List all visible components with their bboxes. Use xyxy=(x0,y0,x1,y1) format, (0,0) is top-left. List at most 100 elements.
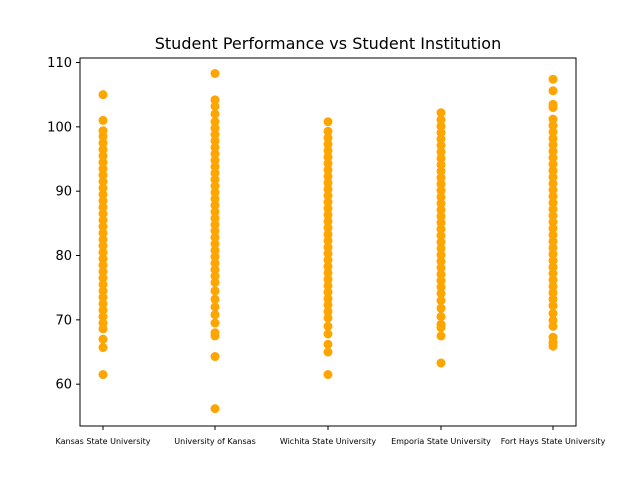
data-point xyxy=(98,292,108,302)
data-point xyxy=(323,146,333,156)
data-point xyxy=(548,236,558,246)
data-point xyxy=(98,324,108,334)
data-point xyxy=(210,310,220,320)
data-point xyxy=(210,117,220,127)
data-point xyxy=(436,256,446,266)
data-point xyxy=(98,189,108,199)
data-point xyxy=(436,179,446,189)
data-point xyxy=(98,131,108,141)
data-point xyxy=(436,115,446,125)
data-point xyxy=(436,303,446,313)
data-point xyxy=(98,144,108,154)
y-tick-label: 60 xyxy=(55,378,72,393)
data-point xyxy=(323,347,333,357)
data-point xyxy=(436,323,446,333)
data-point xyxy=(98,343,108,353)
data-point xyxy=(98,241,108,251)
data-point xyxy=(548,321,558,331)
data-point xyxy=(323,339,333,349)
data-point xyxy=(323,216,333,226)
data-point xyxy=(548,288,558,298)
data-point xyxy=(436,141,446,150)
data-point xyxy=(98,370,108,380)
data-point xyxy=(436,358,446,368)
data-point xyxy=(210,130,220,140)
data-point xyxy=(98,334,108,344)
data-point xyxy=(210,286,220,296)
data-point xyxy=(98,260,108,270)
data-point xyxy=(548,275,558,285)
plot-frame xyxy=(79,57,577,427)
data-point xyxy=(436,166,446,176)
data-point xyxy=(210,123,220,133)
data-point xyxy=(323,126,333,136)
data-point xyxy=(548,74,558,84)
data-point xyxy=(548,185,558,195)
data-point xyxy=(548,223,558,233)
data-point xyxy=(548,191,558,201)
data-point xyxy=(323,223,333,233)
data-point xyxy=(436,312,446,322)
data-point xyxy=(98,151,108,161)
data-point xyxy=(323,133,333,143)
data-point xyxy=(436,331,446,341)
data-point xyxy=(436,224,446,234)
data-point xyxy=(323,281,333,291)
data-point xyxy=(548,301,558,311)
data-point xyxy=(210,155,220,165)
data-point xyxy=(98,305,108,315)
data-point xyxy=(436,296,446,306)
y-tick-label: 90 xyxy=(55,185,72,200)
data-point xyxy=(436,218,446,228)
data-point xyxy=(98,222,108,232)
data-point xyxy=(323,329,333,339)
data-point xyxy=(210,213,220,223)
data-point xyxy=(323,178,333,188)
x-tick-label: Emporia State University xyxy=(391,437,491,446)
data-point xyxy=(323,370,333,380)
data-point xyxy=(548,166,558,176)
data-points xyxy=(98,68,558,414)
data-point xyxy=(323,306,333,316)
data-point xyxy=(98,202,108,212)
data-point xyxy=(548,133,558,143)
data-point xyxy=(436,276,446,286)
data-point xyxy=(98,215,108,225)
data-point xyxy=(210,136,220,146)
data-point xyxy=(210,175,220,185)
data-point xyxy=(548,217,558,227)
data-point xyxy=(436,128,446,138)
data-point xyxy=(548,308,558,318)
data-point xyxy=(323,236,333,246)
data-point xyxy=(98,177,108,187)
data-point xyxy=(210,294,220,304)
data-point xyxy=(548,121,558,131)
data-point xyxy=(98,196,108,206)
data-point xyxy=(436,237,446,247)
data-point xyxy=(548,86,558,96)
data-point xyxy=(210,194,220,204)
data-point xyxy=(548,159,558,169)
data-point xyxy=(548,127,558,137)
data-point xyxy=(98,115,108,125)
data-point xyxy=(98,279,108,289)
chart-title: Student Performance vs Student Instituti… xyxy=(155,34,501,53)
data-point xyxy=(98,138,108,148)
data-point xyxy=(210,101,220,111)
data-point xyxy=(548,172,558,182)
data-point xyxy=(323,268,333,278)
data-point xyxy=(323,165,333,175)
data-point xyxy=(210,168,220,178)
data-point xyxy=(548,198,558,208)
data-point xyxy=(323,171,333,181)
data-point xyxy=(210,271,220,281)
data-point xyxy=(323,294,333,304)
data-point xyxy=(98,273,108,283)
data-point xyxy=(210,226,220,236)
x-tick-label: University of Kansas xyxy=(174,437,255,446)
data-point xyxy=(548,178,558,188)
data-point xyxy=(548,204,558,214)
data-point xyxy=(210,302,220,312)
data-point xyxy=(323,159,333,169)
data-point xyxy=(323,184,333,194)
